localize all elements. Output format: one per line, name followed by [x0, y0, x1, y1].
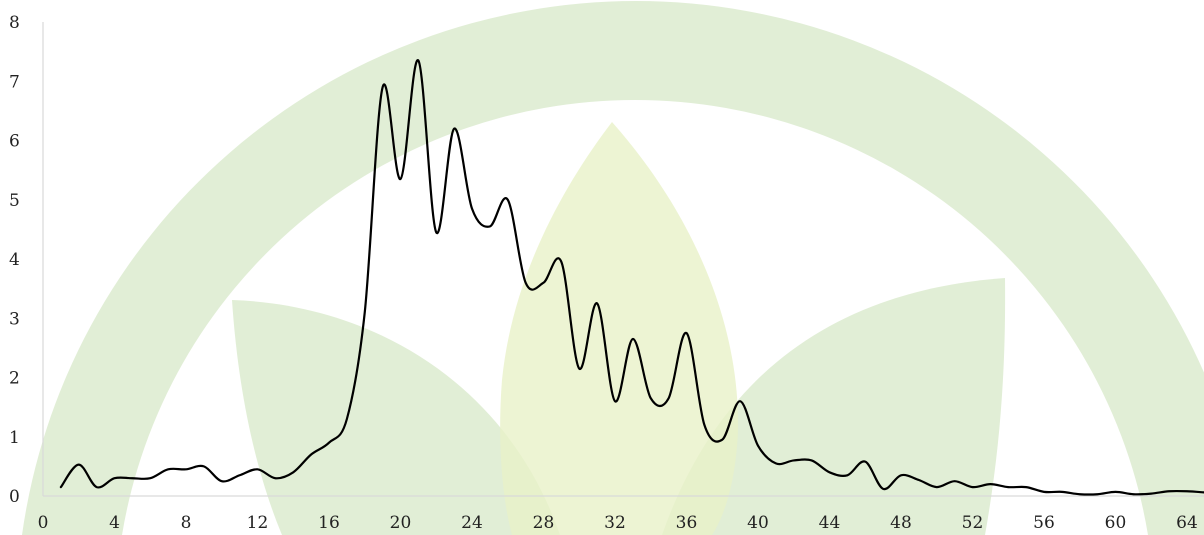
- x-tick-label: 12: [247, 513, 269, 533]
- axes: [42, 22, 1204, 497]
- watermark-leaf-left: [232, 300, 560, 535]
- x-tick-label: 20: [390, 513, 412, 533]
- leaf-logo-watermark: [22, 1, 1204, 535]
- y-tick-label: 1: [9, 428, 20, 448]
- y-tick-label: 5: [9, 191, 20, 211]
- watermark-leaf-right: [662, 278, 1006, 535]
- x-tick-label: 56: [1033, 513, 1055, 533]
- x-tick-label: 52: [962, 513, 984, 533]
- y-tick-label: 6: [9, 132, 20, 152]
- x-tick-label: 28: [533, 513, 555, 533]
- y-tick-label: 8: [9, 13, 20, 33]
- x-tick-label: 32: [604, 513, 626, 533]
- y-tick-label: 3: [9, 309, 20, 329]
- x-tick-label: 60: [1105, 513, 1127, 533]
- x-tick-label: 64: [1176, 513, 1198, 533]
- x-tick-label: 0: [38, 513, 49, 533]
- x-tick-label: 16: [318, 513, 340, 533]
- y-tick-label: 4: [9, 250, 20, 270]
- plot-area: [59, 59, 1204, 496]
- x-tick-label: 40: [747, 513, 769, 533]
- y-tick-label: 7: [9, 72, 20, 92]
- watermark-arc: [22, 1, 1204, 535]
- series-line: [59, 59, 1204, 496]
- x-tick-label: 24: [461, 513, 483, 533]
- watermark-leaf-center: [500, 122, 739, 535]
- x-tick-label: 4: [109, 513, 120, 533]
- x-tick-label: 48: [890, 513, 912, 533]
- y-tick-label: 0: [9, 487, 20, 507]
- x-tick-label: 44: [819, 513, 841, 533]
- x-tick-label: 36: [676, 513, 698, 533]
- x-tick-label: 8: [181, 513, 192, 533]
- y-tick-label: 2: [9, 369, 20, 389]
